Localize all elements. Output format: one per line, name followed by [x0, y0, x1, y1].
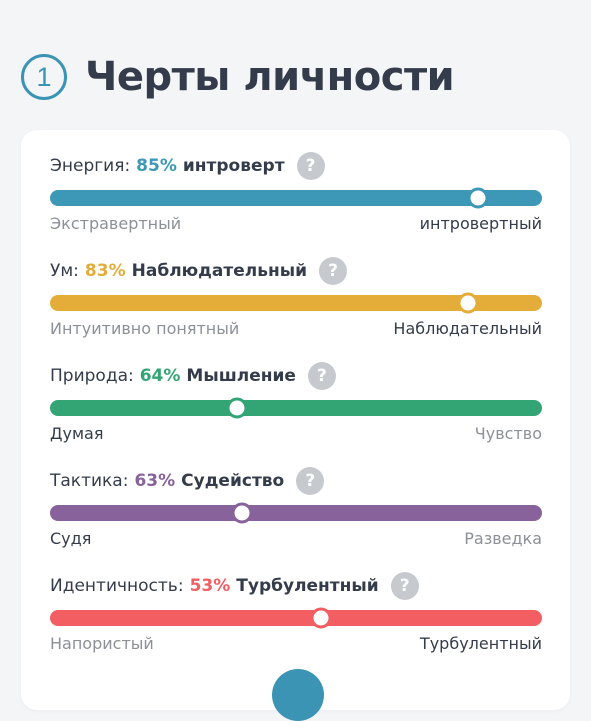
- trait-left-label: Экстравертный: [50, 214, 182, 233]
- trait-label: Ум:: [50, 261, 79, 281]
- trait-type: Судейство: [181, 471, 285, 491]
- trait-right-label: Турбулентный: [419, 634, 542, 653]
- trait-bar: [50, 397, 542, 419]
- trait-label: Тактика:: [50, 471, 129, 491]
- help-icon[interactable]: ?: [296, 152, 325, 180]
- trait-bar: [50, 292, 542, 314]
- trait-nature: Природа: 64% Мышление ? Думая Чувство: [50, 362, 542, 443]
- trait-type: Наблюдательный: [131, 261, 307, 281]
- trait-type: интроверт: [182, 156, 285, 176]
- trait-label: Идентичность:: [50, 576, 184, 596]
- trait-slider-handle[interactable]: [457, 292, 479, 314]
- trait-tactics: Тактика: 63% Судейство ? Судя Разведка: [50, 467, 542, 548]
- trait-bar: [50, 607, 542, 629]
- trait-mind: Ум: 83% Наблюдательный ? Интуитивно поня…: [50, 257, 542, 338]
- help-icon[interactable]: ?: [390, 572, 419, 600]
- trait-bar: [50, 502, 542, 524]
- trait-slider-handle[interactable]: [226, 397, 248, 419]
- trait-left-label: Судя: [50, 529, 92, 548]
- traits-card: Энергия: 85% интроверт ? Экстравертный и…: [21, 130, 570, 710]
- help-icon[interactable]: ?: [307, 362, 336, 390]
- section-header: 1 Черты личности: [21, 54, 455, 100]
- help-icon[interactable]: ?: [296, 467, 325, 495]
- trait-left-label: Интуитивно понятный: [50, 319, 240, 338]
- trait-percent: 63%: [134, 471, 176, 491]
- trait-label: Природа:: [50, 366, 134, 386]
- page-title: Черты личности: [85, 54, 455, 100]
- trait-label: Энергия:: [50, 156, 131, 176]
- trait-right-label: Разведка: [464, 529, 542, 548]
- trait-left-label: Напористый: [50, 634, 154, 653]
- trait-bar: [50, 187, 542, 209]
- step-number: 1: [21, 54, 67, 100]
- trait-percent: 53%: [189, 576, 231, 596]
- trait-percent: 83%: [84, 261, 126, 281]
- trait-right-label: Чувство: [474, 424, 542, 443]
- trait-type: Мышление: [186, 366, 296, 386]
- trait-slider-handle[interactable]: [310, 607, 332, 629]
- trait-slider-handle[interactable]: [467, 187, 489, 209]
- trait-right-label: Наблюдательный: [393, 319, 542, 338]
- help-icon[interactable]: ?: [319, 257, 347, 285]
- trait-left-label: Думая: [50, 424, 104, 443]
- trait-energy: Энергия: 85% интроверт ? Экстравертный и…: [50, 152, 542, 233]
- trait-identity: Идентичность: 53% Турбулентный ? Напорис…: [50, 572, 542, 653]
- trait-right-label: интровертный: [419, 214, 542, 233]
- trait-type: Турбулентный: [236, 576, 379, 596]
- trait-percent: 64%: [139, 366, 181, 386]
- next-button[interactable]: [272, 669, 324, 721]
- trait-percent: 85%: [136, 156, 177, 176]
- trait-slider-handle[interactable]: [231, 502, 253, 524]
